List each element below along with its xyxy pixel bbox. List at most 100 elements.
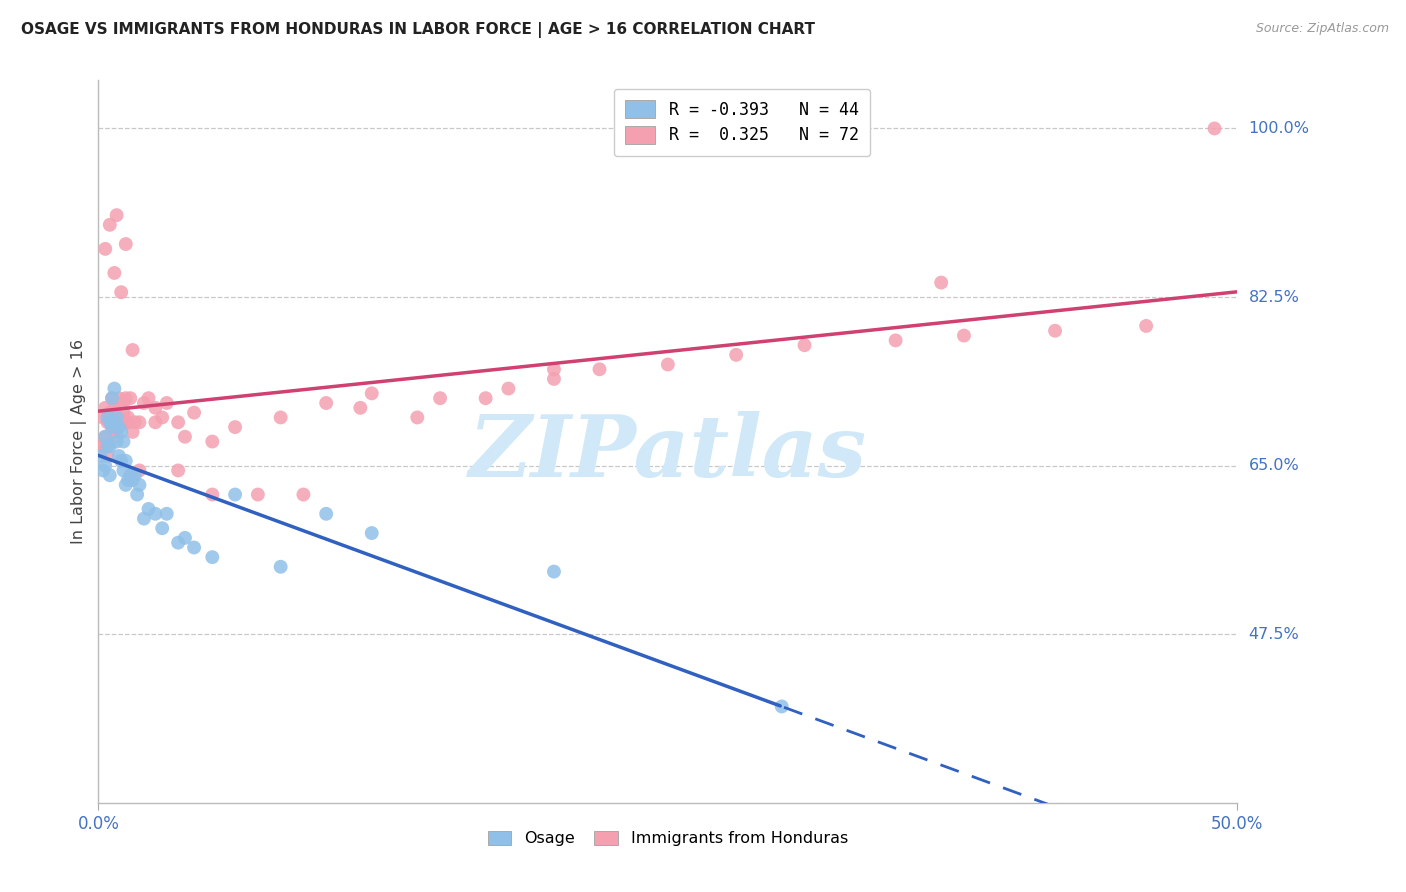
Point xyxy=(953,328,976,343)
Point xyxy=(114,415,136,429)
Text: Source: ZipAtlas.com: Source: ZipAtlas.com xyxy=(1256,22,1389,36)
Point xyxy=(429,391,451,405)
Point xyxy=(94,242,117,256)
Point xyxy=(138,502,160,516)
Point xyxy=(183,541,205,555)
Point xyxy=(884,334,907,348)
Point xyxy=(128,478,150,492)
Point xyxy=(1204,121,1226,136)
Point xyxy=(201,434,224,449)
Point xyxy=(132,396,155,410)
Point xyxy=(270,410,292,425)
Point xyxy=(110,396,132,410)
Point xyxy=(543,362,565,376)
Point xyxy=(105,434,128,449)
Point xyxy=(101,420,124,434)
Point xyxy=(114,391,136,405)
Point xyxy=(94,430,117,444)
Point xyxy=(156,396,179,410)
Point xyxy=(114,478,136,492)
Legend: Osage, Immigrants from Honduras: Osage, Immigrants from Honduras xyxy=(481,824,855,853)
Point xyxy=(90,439,112,453)
Point xyxy=(112,463,135,477)
Point xyxy=(543,372,565,386)
Point xyxy=(174,531,197,545)
Point xyxy=(110,415,132,429)
Point xyxy=(108,449,131,463)
Point xyxy=(167,463,190,477)
Point xyxy=(360,526,382,541)
Point xyxy=(117,410,139,425)
Point xyxy=(145,401,167,415)
Point xyxy=(117,415,139,429)
Point xyxy=(96,410,118,425)
Point xyxy=(270,559,292,574)
Point xyxy=(128,463,150,477)
Point xyxy=(929,276,952,290)
Point xyxy=(224,487,246,501)
Point xyxy=(201,487,224,501)
Text: 100.0%: 100.0% xyxy=(1249,121,1309,136)
Point xyxy=(101,391,124,405)
Point xyxy=(91,410,114,425)
Point xyxy=(103,266,125,280)
Point xyxy=(110,285,132,300)
Point xyxy=(98,468,121,483)
Point xyxy=(101,425,124,439)
Point xyxy=(98,415,121,429)
Point xyxy=(150,521,173,535)
Y-axis label: In Labor Force | Age > 16: In Labor Force | Age > 16 xyxy=(72,339,87,544)
Point xyxy=(114,237,136,252)
Text: OSAGE VS IMMIGRANTS FROM HONDURAS IN LABOR FORCE | AGE > 16 CORRELATION CHART: OSAGE VS IMMIGRANTS FROM HONDURAS IN LAB… xyxy=(21,22,815,38)
Point xyxy=(94,401,117,415)
Point xyxy=(121,343,143,357)
Point xyxy=(120,468,142,483)
Point xyxy=(94,458,117,473)
Point xyxy=(110,425,132,439)
Point xyxy=(150,410,173,425)
Point xyxy=(145,507,167,521)
Text: 65.0%: 65.0% xyxy=(1249,458,1299,473)
Point xyxy=(98,218,121,232)
Point xyxy=(103,382,125,396)
Point xyxy=(1043,324,1066,338)
Point xyxy=(103,415,125,429)
Text: 47.5%: 47.5% xyxy=(1249,627,1299,641)
Point xyxy=(112,406,135,420)
Point xyxy=(246,487,269,501)
Point xyxy=(96,439,118,453)
Point xyxy=(112,396,135,410)
Point xyxy=(105,425,128,439)
Point xyxy=(121,425,143,439)
Point xyxy=(108,391,131,405)
Point xyxy=(224,420,246,434)
Point xyxy=(112,434,135,449)
Point xyxy=(127,487,149,501)
Point xyxy=(103,415,125,429)
Point xyxy=(201,550,224,565)
Point xyxy=(98,406,121,420)
Point xyxy=(138,391,160,405)
Point xyxy=(91,463,114,477)
Point xyxy=(145,415,167,429)
Point xyxy=(183,406,205,420)
Point xyxy=(128,415,150,429)
Point xyxy=(406,410,429,425)
Point xyxy=(121,473,143,487)
Point xyxy=(498,382,520,396)
Text: 82.5%: 82.5% xyxy=(1249,290,1299,304)
Point xyxy=(725,348,748,362)
Point xyxy=(657,358,679,372)
Point xyxy=(96,415,118,429)
Point xyxy=(91,439,114,453)
Text: ZIPatlas: ZIPatlas xyxy=(468,410,868,494)
Point xyxy=(156,507,179,521)
Point xyxy=(174,430,197,444)
Point xyxy=(1135,318,1157,333)
Point xyxy=(94,430,117,444)
Point xyxy=(110,454,132,468)
Point xyxy=(96,449,118,463)
Point xyxy=(793,338,815,352)
Point xyxy=(98,434,121,449)
Point xyxy=(543,565,565,579)
